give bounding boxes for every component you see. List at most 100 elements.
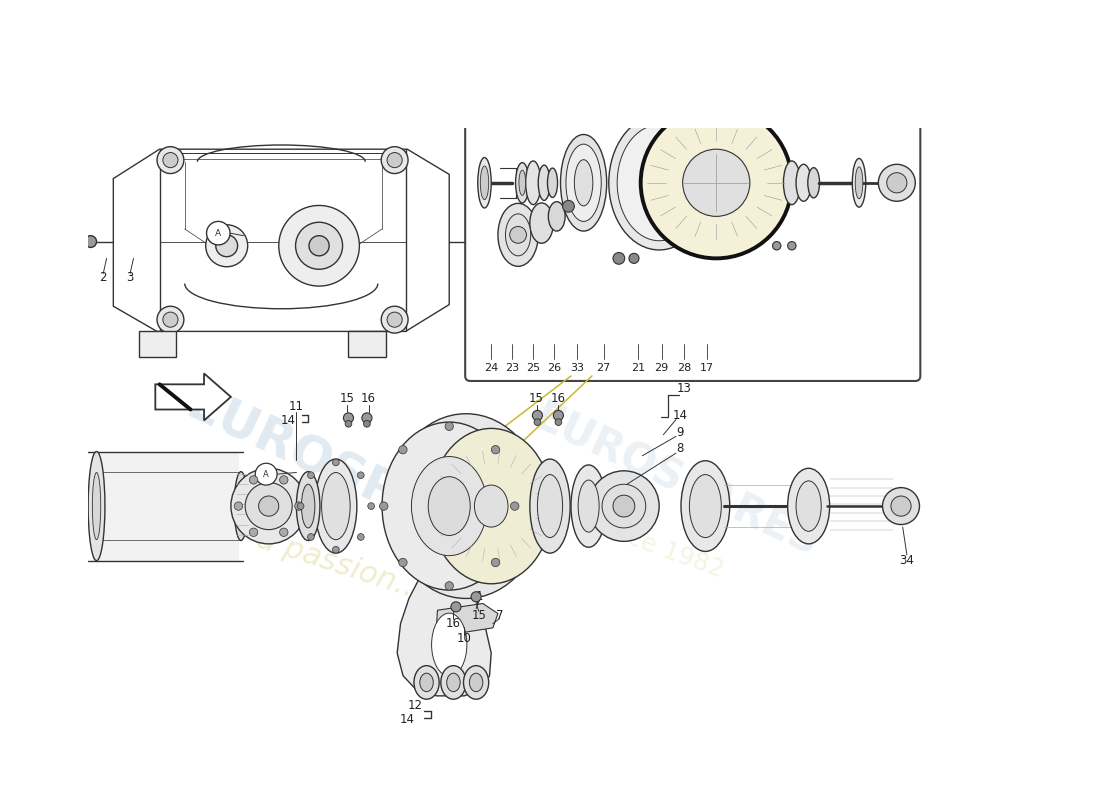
Ellipse shape xyxy=(463,666,488,699)
Circle shape xyxy=(878,164,915,202)
Text: 21: 21 xyxy=(631,362,646,373)
Text: 1: 1 xyxy=(475,590,483,603)
Ellipse shape xyxy=(681,461,729,551)
Circle shape xyxy=(85,236,97,247)
Ellipse shape xyxy=(88,451,104,561)
Ellipse shape xyxy=(382,422,516,590)
FancyBboxPatch shape xyxy=(465,0,921,381)
Circle shape xyxy=(509,226,527,243)
Ellipse shape xyxy=(530,203,553,243)
Circle shape xyxy=(250,528,257,537)
Text: 34: 34 xyxy=(900,554,914,567)
Circle shape xyxy=(492,446,499,454)
Ellipse shape xyxy=(690,474,722,538)
Ellipse shape xyxy=(783,161,800,205)
Text: 25: 25 xyxy=(526,362,540,373)
Circle shape xyxy=(556,418,562,426)
Ellipse shape xyxy=(428,477,470,535)
Ellipse shape xyxy=(477,158,492,208)
Circle shape xyxy=(332,546,339,553)
Circle shape xyxy=(382,306,408,333)
Ellipse shape xyxy=(526,161,541,205)
Ellipse shape xyxy=(431,613,466,676)
Text: 16: 16 xyxy=(551,392,565,405)
Ellipse shape xyxy=(498,203,538,266)
Polygon shape xyxy=(155,374,231,421)
Circle shape xyxy=(882,488,920,525)
Ellipse shape xyxy=(411,457,487,556)
Ellipse shape xyxy=(538,165,550,201)
Circle shape xyxy=(258,496,278,516)
Ellipse shape xyxy=(617,125,701,241)
Ellipse shape xyxy=(855,167,862,198)
Circle shape xyxy=(451,602,461,612)
Circle shape xyxy=(446,582,453,590)
Ellipse shape xyxy=(481,166,488,199)
Ellipse shape xyxy=(796,164,811,202)
Ellipse shape xyxy=(296,472,320,541)
Ellipse shape xyxy=(796,481,822,531)
Circle shape xyxy=(630,103,638,111)
Circle shape xyxy=(887,173,906,193)
Circle shape xyxy=(534,418,541,426)
Circle shape xyxy=(446,422,453,430)
Text: since 1982: since 1982 xyxy=(591,514,727,582)
Circle shape xyxy=(364,421,371,427)
Circle shape xyxy=(398,558,407,566)
Ellipse shape xyxy=(301,484,315,528)
Text: 12: 12 xyxy=(408,699,424,713)
Circle shape xyxy=(296,222,342,270)
Text: 17: 17 xyxy=(700,362,714,373)
Circle shape xyxy=(250,476,257,484)
Ellipse shape xyxy=(420,673,433,692)
Ellipse shape xyxy=(566,144,602,222)
Circle shape xyxy=(772,242,781,250)
Text: 15: 15 xyxy=(529,392,544,405)
Text: EUROSPARES: EUROSPARES xyxy=(527,397,825,566)
Circle shape xyxy=(206,225,248,266)
Ellipse shape xyxy=(506,214,530,256)
Text: 27: 27 xyxy=(596,362,611,373)
Text: 33: 33 xyxy=(570,362,584,373)
Text: 13: 13 xyxy=(676,382,692,395)
Circle shape xyxy=(231,468,307,544)
Circle shape xyxy=(308,534,315,540)
Circle shape xyxy=(362,413,372,423)
Circle shape xyxy=(343,413,353,423)
Text: 23: 23 xyxy=(505,362,519,373)
Circle shape xyxy=(234,502,243,510)
Ellipse shape xyxy=(234,472,248,541)
Ellipse shape xyxy=(788,468,829,544)
Circle shape xyxy=(553,410,563,421)
Ellipse shape xyxy=(548,168,558,198)
Circle shape xyxy=(532,410,542,421)
Text: A: A xyxy=(263,470,270,478)
Circle shape xyxy=(640,107,792,258)
Circle shape xyxy=(613,253,625,264)
Circle shape xyxy=(157,146,184,174)
Circle shape xyxy=(216,235,238,257)
Text: 16: 16 xyxy=(446,617,461,630)
Circle shape xyxy=(163,312,178,327)
Circle shape xyxy=(207,222,230,245)
Ellipse shape xyxy=(579,480,600,532)
Ellipse shape xyxy=(414,666,439,699)
Text: a passion...: a passion... xyxy=(253,524,427,606)
Ellipse shape xyxy=(470,673,483,692)
Circle shape xyxy=(387,153,403,168)
Bar xyxy=(92,451,240,561)
Circle shape xyxy=(382,146,408,174)
Circle shape xyxy=(768,99,777,107)
Text: 15: 15 xyxy=(471,609,486,622)
Circle shape xyxy=(157,306,184,333)
Circle shape xyxy=(245,482,293,530)
Circle shape xyxy=(629,254,639,263)
Text: 29: 29 xyxy=(654,362,669,373)
Text: 24: 24 xyxy=(484,362,498,373)
Ellipse shape xyxy=(852,158,866,207)
Bar xyxy=(349,331,386,357)
Ellipse shape xyxy=(315,459,356,553)
Circle shape xyxy=(358,472,364,478)
Text: 7: 7 xyxy=(496,609,504,622)
Ellipse shape xyxy=(441,666,466,699)
